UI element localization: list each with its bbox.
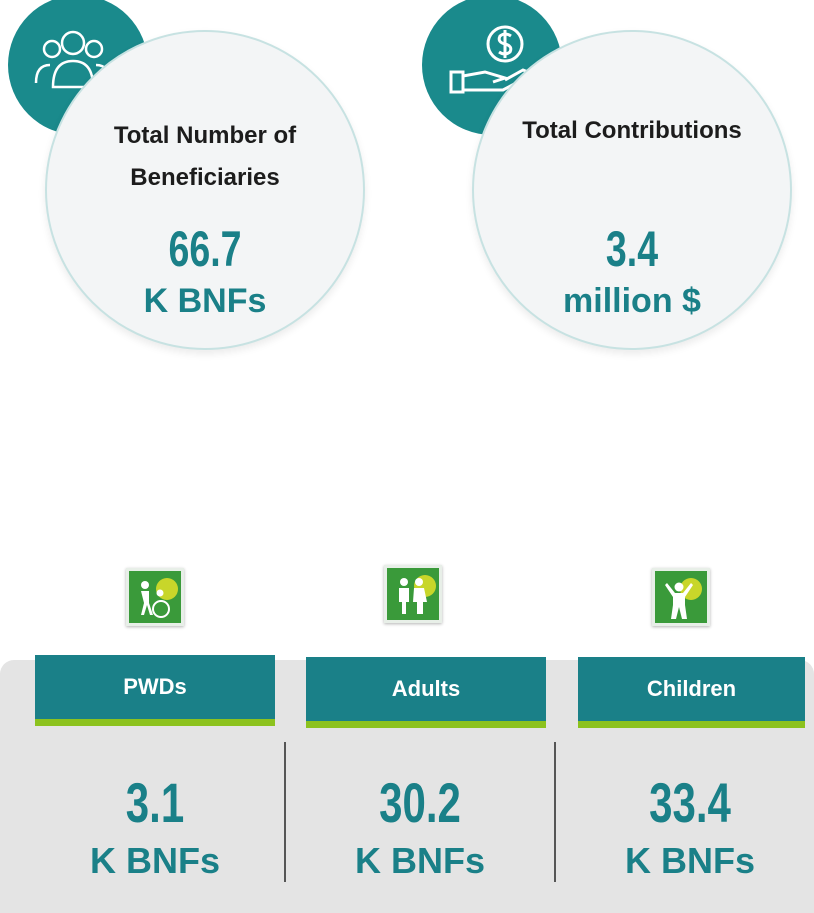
pwd-icon: [126, 568, 184, 626]
group-value: 33.4: [649, 771, 731, 834]
group-header: Adults: [306, 657, 546, 728]
summary-unit: million $: [563, 282, 701, 320]
divider: [554, 742, 556, 882]
group-unit: K BNFs: [354, 840, 485, 881]
summary-circle: [472, 30, 792, 350]
summary-circle: [45, 30, 365, 350]
summary-title: Total Number of Beneficiaries: [113, 122, 297, 191]
group-unit: K BNFs: [89, 840, 220, 881]
summary-unit: K BNFs: [143, 282, 267, 320]
adults-icon: [384, 565, 442, 623]
divider: [284, 742, 286, 882]
summary-title: Total Contributions: [522, 117, 742, 144]
group-value: 3.1: [125, 771, 185, 834]
group-value: 30.2: [379, 771, 461, 834]
group-unit: K BNFs: [624, 840, 755, 881]
summary-value: 66.7: [168, 221, 242, 277]
group-header: PWDs: [35, 655, 275, 726]
group-header: Children: [578, 657, 805, 728]
children-icon: [652, 568, 710, 626]
summary-value: 3.4: [605, 221, 659, 277]
